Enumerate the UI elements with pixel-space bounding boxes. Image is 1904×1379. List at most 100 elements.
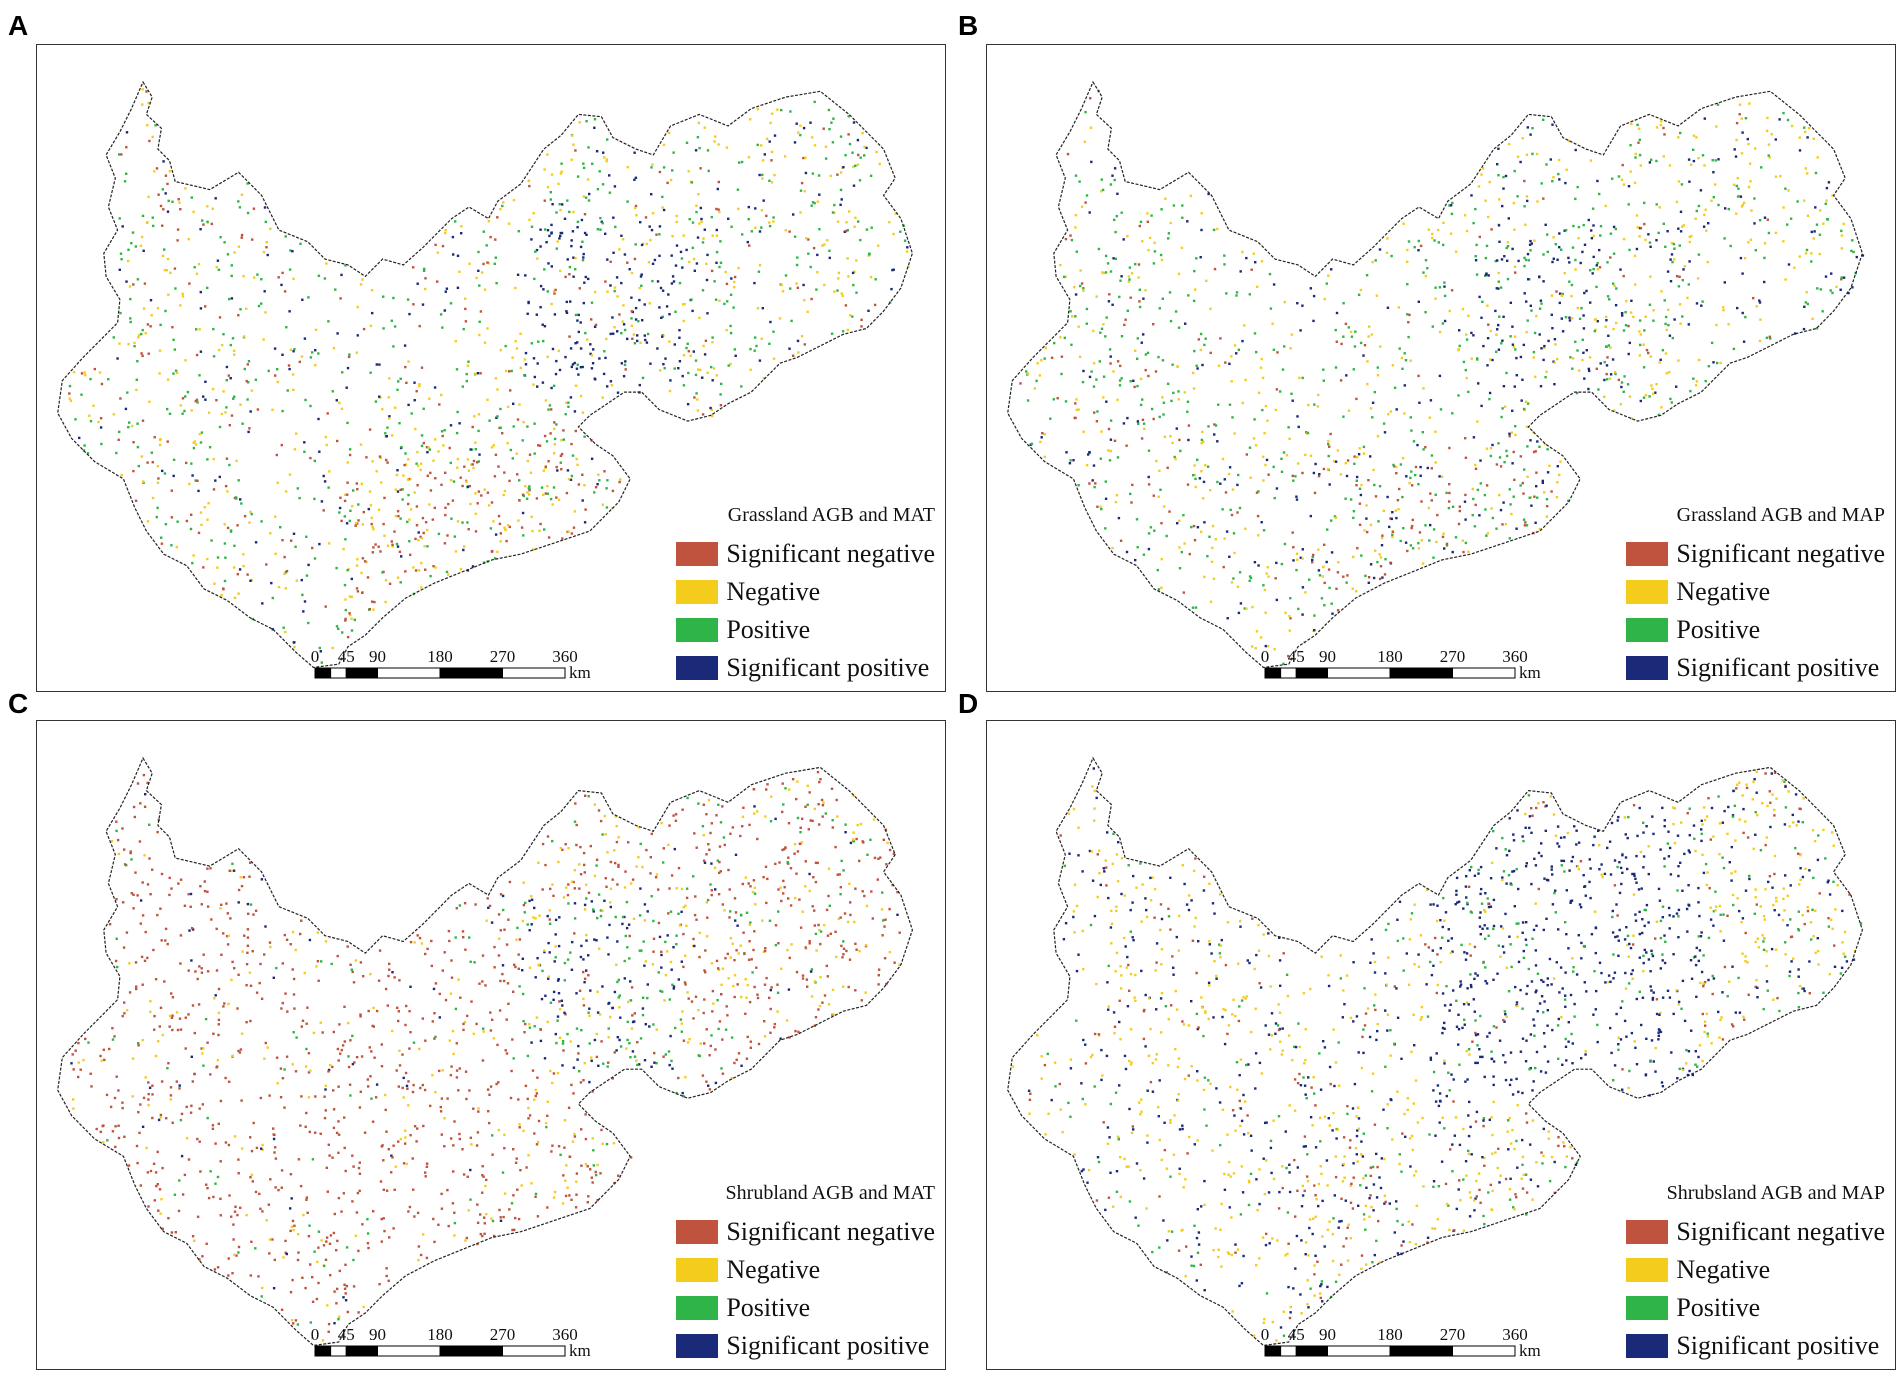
map-pixel bbox=[1395, 465, 1398, 469]
map-pixel bbox=[1613, 284, 1616, 288]
map-pixel bbox=[469, 1198, 472, 1201]
map-pixel bbox=[151, 216, 154, 219]
map-pixel bbox=[1039, 440, 1042, 444]
map-pixel bbox=[1657, 231, 1660, 235]
map-pixel bbox=[351, 1200, 354, 1203]
map-pixel bbox=[214, 479, 217, 482]
map-pixel bbox=[204, 305, 207, 308]
map-pixel bbox=[570, 880, 574, 883]
map-pixel bbox=[384, 1093, 387, 1097]
map-pixel bbox=[1839, 288, 1842, 291]
map-pixel bbox=[449, 302, 453, 305]
map-pixel bbox=[1391, 530, 1394, 533]
map-pixel bbox=[337, 1196, 341, 1200]
map-pixel bbox=[592, 1164, 595, 1167]
map-pixel bbox=[1465, 376, 1468, 380]
map-pixel bbox=[658, 233, 661, 236]
map-pixel bbox=[230, 978, 233, 982]
map-pixel bbox=[713, 866, 717, 870]
map-pixel bbox=[715, 374, 718, 377]
map-pixel bbox=[307, 1096, 311, 1099]
map-pixel bbox=[1383, 573, 1387, 576]
map-pixel bbox=[1564, 316, 1568, 319]
map-pixel bbox=[1243, 324, 1246, 327]
scale-bar-segment bbox=[1295, 667, 1328, 679]
map-pixel bbox=[530, 238, 533, 241]
map-pixel bbox=[1260, 260, 1264, 263]
map-pixel bbox=[463, 465, 466, 468]
map-pixel bbox=[558, 916, 561, 919]
map-pixel bbox=[164, 309, 167, 313]
map-pixel bbox=[129, 297, 132, 301]
map-pixel bbox=[1389, 410, 1393, 413]
map-pixel bbox=[826, 975, 829, 978]
map-pixel bbox=[339, 496, 342, 499]
map-pixel bbox=[370, 288, 374, 292]
map-pixel bbox=[510, 1069, 513, 1073]
map-pixel bbox=[558, 203, 561, 206]
map-pixel bbox=[566, 893, 570, 897]
map-pixel bbox=[550, 232, 553, 235]
map-pixel bbox=[1810, 230, 1813, 234]
map-pixel bbox=[842, 166, 845, 169]
map-pixel bbox=[202, 223, 205, 226]
map-pixel bbox=[241, 950, 244, 953]
map-pixel bbox=[1211, 524, 1215, 528]
map-pixel bbox=[1511, 343, 1515, 346]
map-pixel bbox=[1635, 214, 1639, 217]
map-pixel bbox=[446, 1188, 449, 1192]
map-pixel bbox=[1379, 345, 1382, 348]
map-pixel bbox=[1742, 201, 1746, 204]
map-pixel bbox=[555, 465, 558, 469]
map-pixel bbox=[1500, 342, 1503, 345]
map-pixel bbox=[693, 396, 696, 399]
map-pixel bbox=[298, 360, 301, 364]
map-pixel bbox=[1596, 268, 1600, 271]
map-pixel bbox=[1365, 274, 1369, 277]
map-pixel bbox=[673, 343, 676, 346]
legend-swatch bbox=[1626, 580, 1669, 604]
map-pixel bbox=[440, 1097, 444, 1100]
map-pixel bbox=[1299, 556, 1302, 559]
map-pixel bbox=[384, 432, 387, 435]
map-pixel bbox=[1066, 152, 1070, 156]
map-pixel bbox=[468, 1089, 471, 1092]
map-pixel bbox=[390, 540, 393, 543]
map-pixel bbox=[587, 146, 590, 149]
map-pixel bbox=[546, 835, 550, 838]
map-pixel bbox=[466, 485, 470, 488]
map-pixel bbox=[1236, 483, 1239, 487]
map-pixel bbox=[1451, 412, 1454, 415]
map-pixel bbox=[343, 1040, 346, 1043]
map-pixel bbox=[259, 1207, 262, 1210]
map-pixel bbox=[874, 278, 877, 281]
map-pixel bbox=[1652, 309, 1655, 312]
map-pixel bbox=[476, 1242, 479, 1246]
map-pixel bbox=[247, 360, 251, 363]
map-pixel bbox=[249, 510, 252, 514]
map-pixel bbox=[249, 1136, 252, 1139]
map-pixel bbox=[1087, 453, 1090, 456]
map-pixel bbox=[496, 550, 499, 554]
map-pixel bbox=[576, 319, 579, 322]
map-pixel bbox=[839, 171, 843, 174]
map-pixel bbox=[793, 843, 797, 846]
map-pixel bbox=[314, 1131, 317, 1134]
map-pixel bbox=[1182, 514, 1185, 517]
map-pixel bbox=[1479, 459, 1482, 462]
map-pixel bbox=[1564, 229, 1568, 232]
map-pixel bbox=[77, 1061, 80, 1064]
map-pixel bbox=[1620, 178, 1624, 181]
map-pixel bbox=[204, 380, 207, 383]
map-pixel bbox=[1193, 539, 1197, 542]
map-pixel bbox=[642, 940, 645, 943]
map-pixel bbox=[1441, 535, 1445, 539]
map-pixel bbox=[414, 427, 417, 431]
map-pixel bbox=[603, 156, 606, 159]
map-pixel bbox=[597, 473, 600, 476]
map-pixel bbox=[1064, 275, 1067, 278]
map-pixel bbox=[765, 976, 768, 980]
map-pixel bbox=[1149, 526, 1153, 529]
map-pixel bbox=[1543, 491, 1546, 494]
map-pixel bbox=[375, 470, 378, 473]
